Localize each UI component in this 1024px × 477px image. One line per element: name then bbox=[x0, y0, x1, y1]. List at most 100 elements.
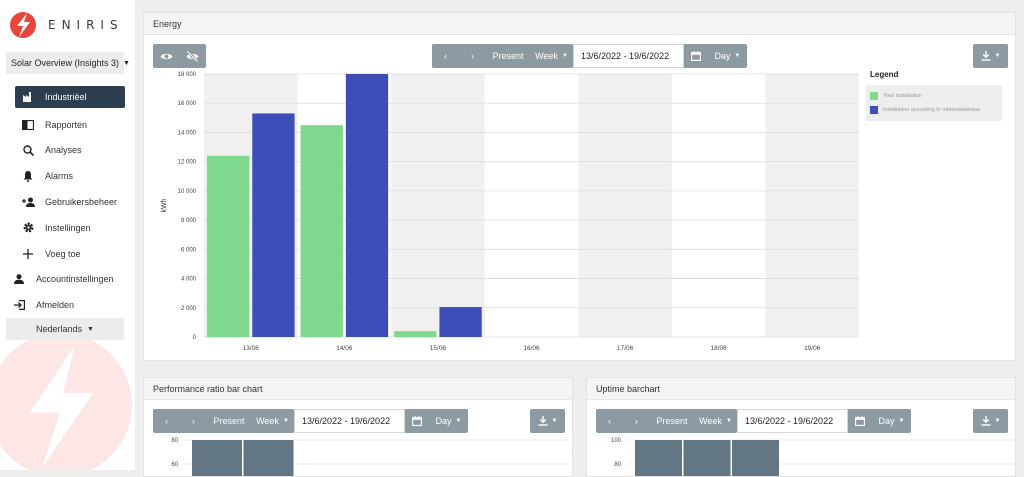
calendar-button[interactable] bbox=[684, 44, 708, 68]
y-tick-label: 2 000 bbox=[181, 306, 197, 312]
language-select-value: Nederlands bbox=[36, 324, 83, 334]
project-select[interactable]: Solar Overview (Insights 3) ▼ bbox=[6, 52, 130, 74]
bar bbox=[732, 440, 779, 476]
legend-item-your-installation[interactable]: Your installation bbox=[870, 89, 998, 103]
sidebar-item-voeg-toe[interactable]: Voeg toe bbox=[15, 241, 125, 267]
factory-icon bbox=[21, 90, 35, 104]
x-tick-label: 13/06 bbox=[243, 345, 260, 352]
y-tick-label: 16 000 bbox=[178, 101, 197, 107]
sidebar-item-afmelden[interactable]: Afmelden bbox=[6, 292, 125, 318]
energy-bar-chart: 0 2 000 4 000 6 000 8 000 10 000 12 000 14 000 1… bbox=[161, 72, 859, 352]
sidebar-item-rapporten[interactable]: Rapporten bbox=[15, 112, 125, 138]
next-period-button[interactable]: › bbox=[471, 51, 474, 61]
bar-meteodatabase bbox=[252, 113, 295, 337]
sidebar-item-gebruikersbeheer[interactable]: Gebruikersbeheer bbox=[15, 189, 125, 215]
sidebar-item-instellingen[interactable]: Instellingen bbox=[15, 215, 125, 241]
show-series-button[interactable] bbox=[153, 44, 179, 68]
category-band bbox=[578, 74, 672, 337]
bell-icon bbox=[21, 169, 35, 183]
eye-icon bbox=[160, 53, 172, 59]
prev-period-button[interactable]: ‹ bbox=[608, 416, 611, 426]
sidebar-item-label: Gebruikersbeheer bbox=[45, 197, 118, 208]
granularity-select[interactable]: Day ▼ bbox=[429, 409, 468, 433]
period-select-value: Week bbox=[699, 416, 722, 426]
chart-legend: Legend Your installation Installation ac… bbox=[866, 70, 1002, 121]
download-button[interactable]: ▼ bbox=[973, 44, 1008, 68]
plus-icon bbox=[21, 247, 35, 261]
date-range-input[interactable]: 13/6/2022 - 19/6/2022 bbox=[294, 409, 405, 433]
bar bbox=[192, 440, 242, 476]
period-select[interactable]: Week ▼ bbox=[694, 409, 737, 433]
caret-down-icon: ▼ bbox=[87, 325, 94, 333]
period-select[interactable]: Week ▼ bbox=[251, 409, 294, 433]
present-button[interactable]: Present bbox=[213, 416, 245, 426]
next-period-button[interactable]: › bbox=[635, 416, 638, 426]
bar bbox=[683, 440, 731, 476]
caret-down-icon: ▼ bbox=[994, 418, 1001, 424]
calendar-button[interactable] bbox=[405, 409, 429, 433]
category-band bbox=[671, 74, 766, 337]
prev-period-button[interactable]: ‹ bbox=[444, 51, 447, 61]
present-button[interactable]: Present bbox=[492, 51, 524, 61]
sidebar-item-label: Rapporten bbox=[45, 119, 88, 130]
granularity-value: Day bbox=[878, 416, 895, 426]
sidebar-item-accountinstellingen[interactable]: Accountinstellingen bbox=[6, 267, 125, 293]
period-select[interactable]: Week ▼ bbox=[530, 44, 573, 68]
period-select-value: Week bbox=[535, 51, 558, 61]
uptime-card: Uptime barchart ‹ › Present Week ▼ 13/6/2… bbox=[586, 377, 1016, 477]
bar bbox=[243, 440, 294, 476]
period-navigation: ‹ › Present Week ▼ bbox=[596, 409, 737, 433]
x-tick-label: 16/06 bbox=[523, 345, 540, 352]
granularity-select[interactable]: Day ▼ bbox=[708, 44, 747, 68]
logout-icon bbox=[12, 298, 26, 312]
legend-label: Installation according to meteodatabase bbox=[883, 107, 981, 113]
category-band bbox=[484, 74, 579, 337]
granularity-select[interactable]: Day ▼ bbox=[872, 409, 911, 433]
sidebar: ENIRIS Solar Overview (Insights 3) ▼ Ind… bbox=[0, 0, 135, 470]
sidebar-item-alarms[interactable]: Alarms bbox=[15, 163, 125, 189]
card-title: Energy bbox=[153, 19, 182, 29]
gear-icon bbox=[21, 221, 35, 235]
calendar-icon bbox=[691, 51, 701, 61]
card-header bbox=[144, 378, 572, 400]
legend-label: Your installation bbox=[883, 93, 922, 99]
bar bbox=[635, 440, 682, 476]
prev-period-button[interactable]: ‹ bbox=[165, 416, 168, 426]
date-range-input[interactable]: 13/6/2022 - 19/6/2022 bbox=[737, 409, 848, 433]
date-range-input[interactable]: 13/6/2022 - 19/6/2022 bbox=[573, 44, 684, 68]
y-tick-label: 100 bbox=[611, 438, 622, 444]
y-tick-label: 10 000 bbox=[178, 189, 197, 195]
legend-title: Legend bbox=[870, 70, 899, 79]
download-button[interactable]: ▼ bbox=[973, 409, 1008, 433]
card-title: Uptime barchart bbox=[596, 384, 661, 394]
calendar-button[interactable] bbox=[848, 409, 872, 433]
sidebar-item-analyses[interactable]: Analyses bbox=[15, 138, 125, 164]
language-select[interactable]: Nederlands ▼ bbox=[6, 318, 124, 340]
download-icon bbox=[981, 416, 991, 426]
caret-down-icon: ▼ bbox=[561, 53, 568, 59]
y-tick-label: 18 000 bbox=[178, 72, 197, 78]
sidebar-item-label: Industriëel bbox=[45, 92, 87, 102]
sidebar-nav: Industriëel Rapporten Analyses Alarms Ge… bbox=[13, 86, 125, 318]
sidebar-item-industrieel[interactable]: Industriëel bbox=[15, 86, 125, 108]
legend-box: Your installation Installation according… bbox=[866, 85, 1002, 121]
present-button[interactable]: Present bbox=[656, 416, 688, 426]
energy-card: Energy ‹ › Present Week ▼ 13/6/2022 - 19/… bbox=[143, 12, 1016, 361]
eye-slash-icon bbox=[186, 50, 199, 62]
legend-item-meteodatabase[interactable]: Installation according to meteodatabase bbox=[870, 103, 998, 117]
caret-down-icon: ▼ bbox=[994, 53, 1001, 59]
hide-series-button[interactable] bbox=[179, 44, 206, 68]
caret-down-icon: ▼ bbox=[282, 418, 289, 424]
category-band bbox=[391, 74, 485, 337]
y-tick-label: 8 000 bbox=[181, 218, 197, 224]
caret-down-icon: ▼ bbox=[123, 59, 130, 67]
next-period-button[interactable]: › bbox=[192, 416, 195, 426]
brand-logo[interactable]: ENIRIS bbox=[8, 10, 128, 40]
caret-down-icon: ▼ bbox=[455, 418, 462, 424]
period-select-value: Week bbox=[256, 416, 279, 426]
card-header bbox=[144, 13, 1015, 35]
download-button[interactable]: ▼ bbox=[530, 409, 565, 433]
sidebar-item-label: Instellingen bbox=[45, 222, 91, 233]
bar-meteodatabase bbox=[439, 307, 482, 337]
book-icon bbox=[21, 118, 35, 132]
